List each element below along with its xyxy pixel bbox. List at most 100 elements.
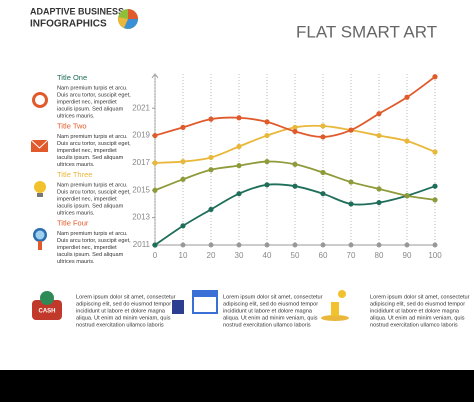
y-tick-label: 2021 [132, 103, 150, 112]
item-text: iaculis ipsum. Sed aliquam [57, 252, 124, 258]
point [152, 160, 158, 166]
sidebar-icons [30, 92, 49, 250]
point [376, 199, 382, 206]
bottom-band [0, 370, 474, 402]
point [208, 154, 214, 161]
item-title: Title Four [57, 218, 89, 227]
item-text: Nam premium turpis et arcu. [57, 134, 128, 140]
item-text: Duis arcu tortor, suscipit eget, [57, 92, 131, 98]
y-tick-label: 2019 [132, 131, 150, 140]
x-tick-dot [292, 242, 298, 248]
x-tick-label: 80 [375, 251, 384, 260]
point [404, 138, 410, 144]
x-tick-label: 30 [235, 251, 244, 260]
footer-text: nostrud exercitation ullamco laboris [223, 322, 311, 328]
point [264, 119, 270, 125]
point [432, 74, 438, 80]
page-title: FLAT SMART ART [296, 22, 437, 41]
point [404, 94, 410, 100]
point [264, 182, 270, 188]
x-tick-label: 90 [403, 251, 412, 260]
x-tick-dot [376, 242, 382, 248]
footer-text: nostrud exercitation ullamco laboris [76, 322, 164, 328]
point [264, 158, 270, 165]
point [208, 116, 214, 122]
x-tick-dot [180, 242, 186, 248]
point [292, 183, 298, 189]
point [180, 176, 186, 182]
x-tick-dot [320, 242, 326, 248]
item-text: imperdiet nec, imperdiet [57, 196, 117, 202]
x-tick-label: 50 [291, 251, 300, 260]
footer-text: aliqua. Ut enim ad minim veniam, quis [76, 315, 171, 321]
point [376, 186, 382, 192]
point [152, 187, 158, 193]
point [208, 206, 214, 213]
x-tick-label: 10 [179, 251, 188, 260]
y-tick-label: 2017 [132, 158, 150, 167]
x-tick-dot [404, 242, 410, 248]
point [404, 193, 410, 199]
point [180, 223, 186, 229]
point [376, 111, 382, 117]
point [292, 161, 298, 167]
point [432, 149, 438, 155]
item-text: imperdiet nec, imperdiet [57, 99, 117, 105]
footer-text: Lorem ipsum dolor sit amet, consectetur [76, 294, 176, 300]
point [432, 183, 438, 189]
footer-text: incididunt ut labore et dolore magna [223, 308, 313, 314]
item-text: imperdiet nec, imperdiet [57, 245, 117, 251]
item-text: iaculis ipsum. Sed aliquam [57, 155, 124, 161]
x-tick-dot [348, 242, 354, 248]
item-text: ultrices mauris. [57, 162, 95, 168]
item-text: Nam premium turpis et arcu. [57, 85, 128, 91]
footer-text: Lorem ipsum dolor sit amet, consectetur [223, 294, 323, 300]
footer-text: adipiscing elit, sed do eiusmod tempor [76, 301, 171, 307]
item-title: Title Two [57, 121, 87, 130]
item-text: ultrices mauris. [57, 210, 95, 216]
footer-text: aliqua. Ut enim ad minim veniam, quis [370, 315, 465, 321]
item-text: ultrices mauris. [57, 113, 95, 119]
item-title: Title Three [57, 170, 92, 179]
point [264, 132, 270, 139]
item-text: Duis arcu tortor, suscipit eget, [57, 189, 131, 195]
y-tick-label: 2011 [133, 240, 151, 249]
point [236, 163, 242, 169]
item-title: Title One [57, 73, 87, 82]
point [320, 169, 326, 176]
point [376, 132, 382, 139]
brand-line: ADAPTIVE BUSINESS [30, 6, 124, 16]
footer-text: adipiscing elit, sed do eiusmod tempor [370, 301, 465, 307]
item-text: ultrices mauris. [57, 259, 95, 265]
footer-text: aliqua. Ut enim ad minim veniam, quis [223, 315, 318, 321]
y-tick-label: 2015 [132, 185, 150, 194]
point [152, 242, 158, 248]
point [236, 191, 242, 197]
item-text: Nam premium turpis et arcu. [57, 231, 128, 237]
x-tick-label: 100 [428, 251, 442, 260]
x-tick-dot [264, 242, 270, 248]
point [320, 191, 326, 197]
point [236, 143, 242, 150]
item-text: iaculis ipsum. Sed aliquam [57, 106, 124, 112]
x-tick-dot [236, 242, 242, 248]
x-tick-label: 70 [347, 251, 356, 260]
point [432, 197, 438, 203]
point [320, 134, 326, 140]
point [348, 179, 354, 185]
brand-line: INFOGRAPHICS [30, 19, 107, 30]
item-text: Nam premium turpis et arcu. [57, 182, 128, 188]
point [208, 167, 214, 173]
footer-text: adipiscing elit, sed do eiusmod tempor [223, 301, 318, 307]
x-tick-dot [208, 242, 214, 248]
point [348, 201, 354, 207]
x-tick-label: 40 [263, 251, 272, 260]
x-tick-label: 20 [207, 251, 216, 260]
footer-text: incididunt ut labore et dolore magna [370, 308, 460, 314]
point [152, 132, 158, 139]
brand-icon [117, 9, 138, 29]
item-text: Duis arcu tortor, suscipit eget, [57, 238, 131, 244]
point [320, 123, 326, 129]
